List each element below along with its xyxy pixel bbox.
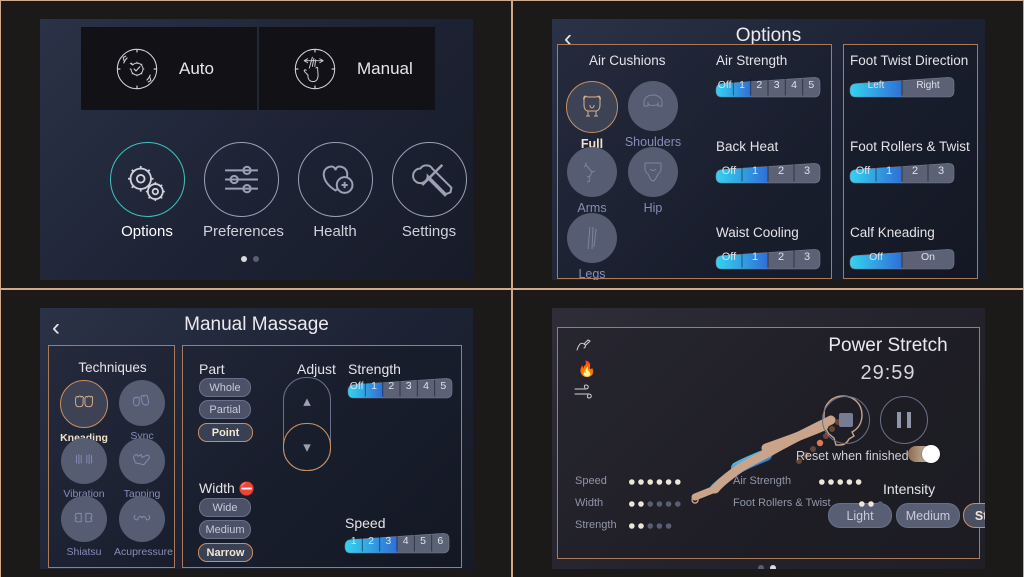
svg-text:6: 6 (437, 535, 443, 547)
svg-text:5: 5 (420, 535, 426, 547)
svg-text:Off: Off (869, 251, 883, 263)
svg-text:4: 4 (403, 535, 409, 547)
svg-text:Off: Off (718, 79, 732, 91)
svg-text:1: 1 (752, 251, 758, 263)
svg-text:2: 2 (778, 251, 784, 263)
svg-text:3: 3 (385, 535, 391, 547)
svg-text:3: 3 (774, 79, 780, 91)
svg-text:1: 1 (886, 165, 892, 177)
svg-text:Off: Off (722, 165, 737, 177)
svg-text:2: 2 (368, 535, 374, 547)
svg-text:5: 5 (440, 380, 446, 392)
svg-text:Left: Left (868, 80, 885, 91)
svg-text:3: 3 (406, 380, 412, 392)
svg-text:2: 2 (778, 165, 784, 177)
svg-text:1: 1 (351, 535, 357, 547)
svg-text:On: On (921, 251, 935, 263)
svg-text:3: 3 (938, 165, 944, 177)
svg-text:4: 4 (791, 79, 797, 91)
svg-text:Off: Off (722, 251, 737, 263)
svg-text:1: 1 (752, 165, 758, 177)
svg-text:2: 2 (912, 165, 918, 177)
svg-text:3: 3 (804, 165, 810, 177)
svg-text:1: 1 (371, 380, 377, 392)
svg-text:3: 3 (804, 251, 810, 263)
svg-text:4: 4 (423, 380, 429, 392)
svg-text:5: 5 (808, 79, 814, 91)
svg-text:Right: Right (916, 80, 940, 91)
svg-text:Off: Off (350, 380, 364, 392)
svg-text:Off: Off (856, 165, 871, 177)
svg-text:2: 2 (756, 79, 762, 91)
svg-text:1: 1 (739, 79, 745, 91)
svg-text:2: 2 (388, 380, 394, 392)
